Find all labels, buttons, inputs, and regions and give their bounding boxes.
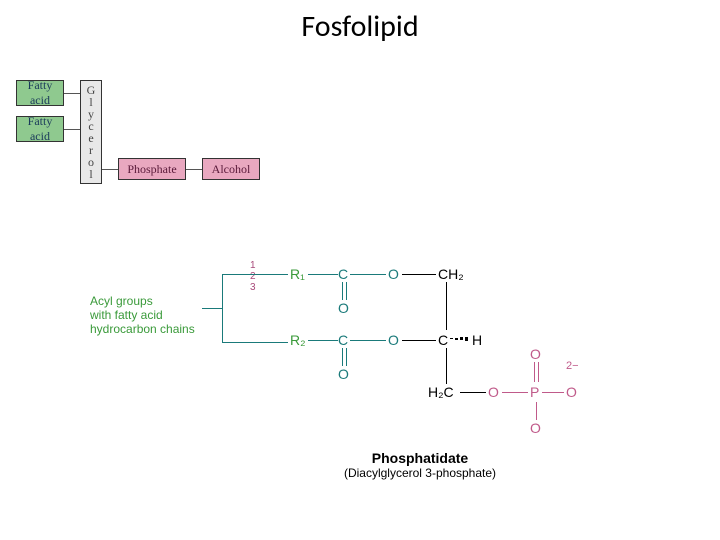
phosphate-box: Phosphate [118, 158, 186, 180]
o-p-bond [502, 392, 528, 393]
c1-o-bond [350, 274, 386, 275]
o-dbl-1: O [338, 300, 349, 316]
o-ester-1: O [388, 266, 399, 282]
r2-c-bond [308, 340, 338, 341]
o-bridge: O [488, 384, 499, 400]
h2c-o-bond [460, 392, 486, 393]
fatty-acid-label-1: Fatty acid [28, 78, 53, 108]
p-o-right [542, 392, 564, 393]
p-o-b: O [530, 420, 541, 436]
wedge-h [450, 338, 470, 344]
carbon-num-2: 2 [250, 271, 690, 282]
acyl-annotation: Acyl groups with fatty acid hydrocarbon … [90, 294, 195, 336]
charge-label: 2− [566, 360, 579, 372]
p-o-down [536, 402, 537, 420]
structure-caption: Phosphatidate (Diacylglycerol 3-phosphat… [300, 450, 540, 480]
o-ch2-bond-1 [402, 274, 436, 275]
c-center: C [438, 332, 448, 348]
fatty-acid-label-2: Fatty acid [28, 114, 53, 144]
bracket-t [222, 274, 288, 275]
bracket-v [222, 274, 223, 342]
c2-carbon: C [338, 332, 348, 348]
chemical-structure: Acyl groups with fatty acid hydrocarbon … [250, 260, 690, 500]
p-atom: P [530, 384, 539, 400]
o-ester-2: O [388, 332, 399, 348]
glycerol-letter: l [89, 168, 92, 180]
backbone-1 [446, 282, 447, 330]
glycerol-box: Glycerol [80, 80, 102, 184]
c2-o-db-2 [346, 348, 347, 366]
c1-o-db-2 [346, 282, 347, 300]
r1-c-bond [308, 274, 338, 275]
page-title: Fosfolipid [0, 8, 720, 45]
caption-sub: (Diacylglycerol 3-phosphate) [300, 466, 540, 480]
h-atom: H [472, 332, 482, 348]
r1-label: R₁ [290, 266, 305, 282]
c1-carbon: C [338, 266, 348, 282]
bracket-h [202, 308, 222, 309]
fatty-acid-box-2: Fatty acid [16, 116, 64, 142]
connector-4 [186, 169, 202, 170]
backbone-2 [446, 348, 447, 384]
p-o-db-2 [538, 362, 539, 382]
caption-bold: Phosphatidate [300, 450, 540, 466]
phosphate-label: Phosphate [127, 162, 176, 177]
o-c-bond-2 [402, 340, 436, 341]
carbon-num-1: 1 [250, 260, 690, 271]
o-dbl-2: O [338, 366, 349, 382]
connector-1 [64, 93, 80, 94]
c1-o-db-1 [342, 282, 343, 300]
p-o-db-1 [534, 362, 535, 382]
carbon-num-3: 3 [250, 282, 690, 293]
h2c: H₂C [428, 384, 454, 400]
c2-o-bond [350, 340, 386, 341]
bracket-b [222, 342, 288, 343]
p-o-r: O [566, 384, 577, 400]
connector-2 [64, 129, 80, 130]
connector-3 [102, 169, 118, 170]
ch2-1: CH₂ [438, 266, 464, 282]
alcohol-box: Alcohol [202, 158, 260, 180]
r2-label: R₂ [290, 332, 306, 348]
c2-o-db-1 [342, 348, 343, 366]
p-o-top: O [530, 346, 541, 362]
fatty-acid-box-1: Fatty acid [16, 80, 64, 106]
alcohol-label: Alcohol [212, 162, 251, 177]
